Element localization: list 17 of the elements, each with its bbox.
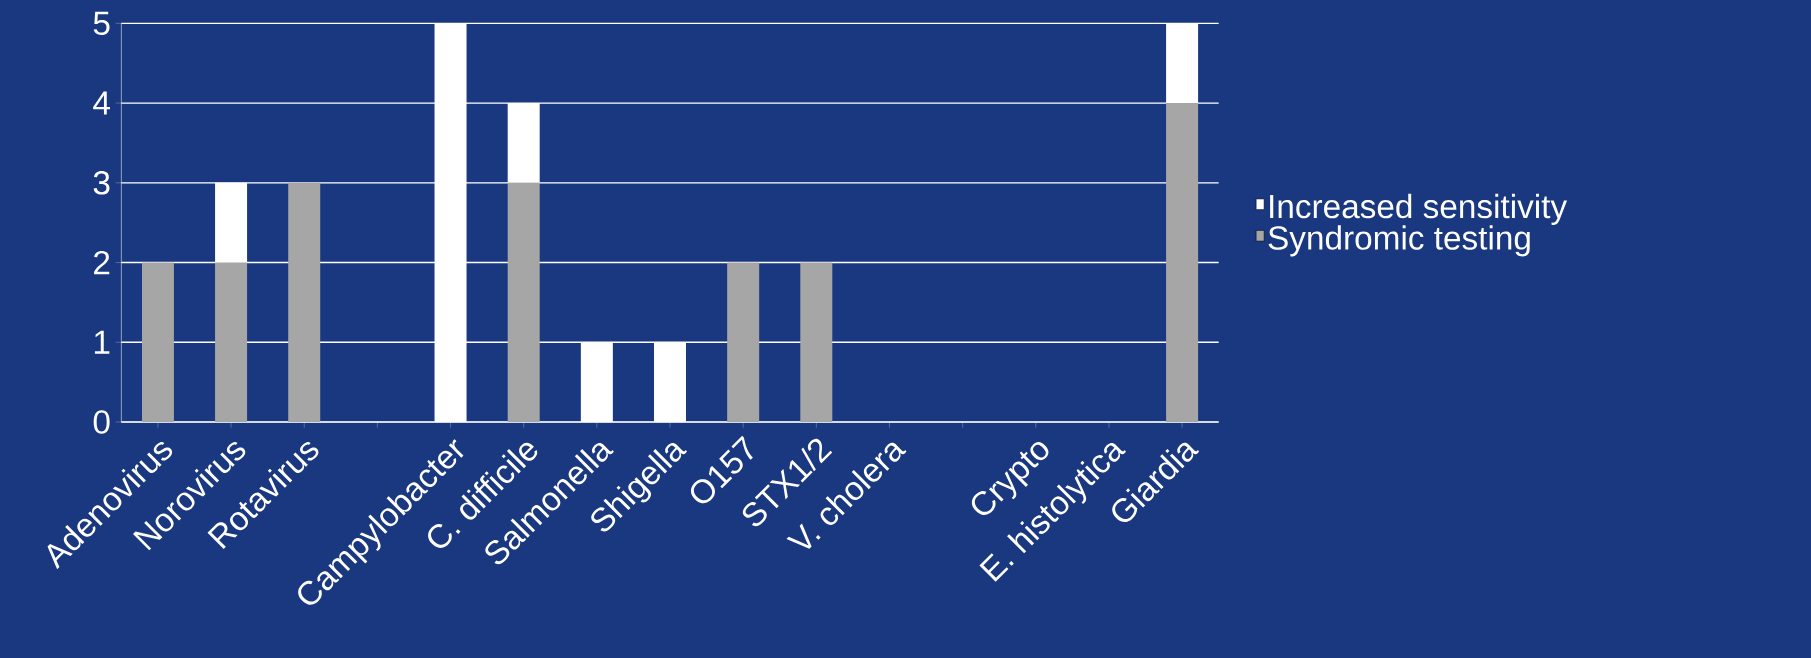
bar — [507, 182, 540, 422]
bar — [215, 182, 248, 263]
legend-label: Increased sensitivity — [1270, 193, 1568, 225]
y-tick-label: 1 — [94, 330, 110, 354]
bar — [1166, 103, 1199, 422]
bar — [288, 182, 321, 422]
bar — [141, 262, 174, 422]
y-tick-label: 5 — [93, 11, 110, 35]
bar — [727, 262, 760, 422]
bar — [800, 262, 833, 422]
legend-label: Syndromic testing — [1268, 225, 1530, 257]
y-tick-label: 3 — [93, 171, 110, 195]
y-tick-label: 2 — [94, 250, 110, 275]
y-tick-label: 0 — [93, 410, 110, 434]
y-tick-label: 4 — [93, 91, 110, 115]
bar — [507, 103, 540, 183]
bar — [215, 262, 248, 422]
